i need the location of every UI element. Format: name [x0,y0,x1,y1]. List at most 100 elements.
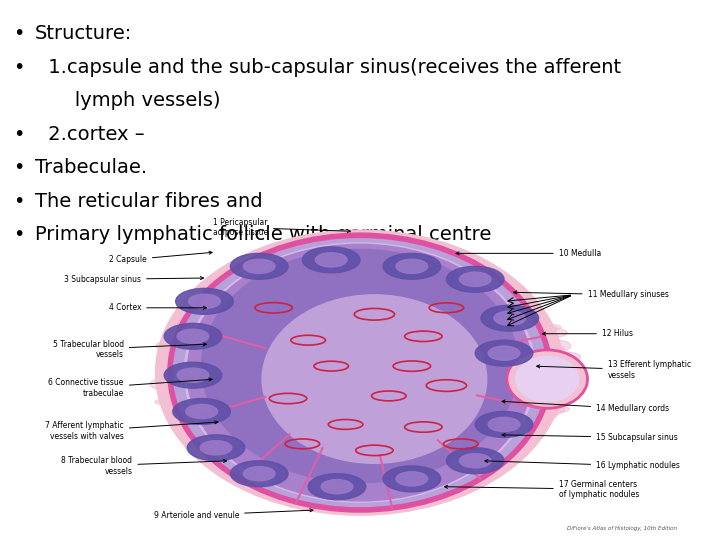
Ellipse shape [209,426,233,434]
Circle shape [164,362,222,388]
Ellipse shape [330,467,353,474]
Circle shape [459,454,491,468]
Text: Primary lymphatic follicle with germinal centre: Primary lymphatic follicle with germinal… [35,225,491,244]
Ellipse shape [533,389,556,400]
Text: 11 Medullary sinuses: 11 Medullary sinuses [513,291,668,299]
Text: 7 Afferent lymphatic
vessels with valves: 7 Afferent lymphatic vessels with valves [45,421,218,441]
Ellipse shape [526,318,551,325]
Ellipse shape [187,244,533,501]
Ellipse shape [528,409,557,420]
Text: •: • [13,125,24,144]
Ellipse shape [217,427,236,437]
Ellipse shape [173,237,547,509]
Ellipse shape [508,425,531,433]
Ellipse shape [161,376,191,382]
Circle shape [200,441,232,455]
Ellipse shape [184,243,536,502]
Text: 1.capsule and the sub-capsular sinus(receives the afferent: 1.capsule and the sub-capsular sinus(rec… [42,58,621,77]
Ellipse shape [552,357,577,369]
Ellipse shape [526,326,557,332]
Ellipse shape [162,383,180,389]
Text: 13 Efferent lymphatic
vessels: 13 Efferent lymphatic vessels [536,360,690,380]
Circle shape [396,259,428,273]
Ellipse shape [207,300,235,310]
Text: 10 Medulla: 10 Medulla [456,249,601,258]
Ellipse shape [338,272,361,281]
Ellipse shape [516,326,552,335]
Ellipse shape [444,441,477,448]
Circle shape [177,329,209,343]
Text: •: • [13,24,24,43]
Circle shape [475,340,533,366]
Circle shape [383,466,441,492]
Ellipse shape [307,278,325,283]
Ellipse shape [368,459,398,464]
Ellipse shape [315,468,343,476]
Ellipse shape [403,453,438,461]
Circle shape [494,311,526,325]
Ellipse shape [509,307,537,318]
Ellipse shape [532,362,550,367]
Circle shape [189,294,220,308]
Circle shape [475,411,533,437]
Ellipse shape [284,286,315,294]
Circle shape [176,288,233,314]
Ellipse shape [238,443,269,449]
Text: •: • [13,225,24,244]
Text: DiFiore's Atlas of Histology, 10th Edition: DiFiore's Atlas of Histology, 10th Editi… [567,526,677,531]
Ellipse shape [251,443,270,452]
Ellipse shape [546,391,570,399]
Ellipse shape [490,303,522,313]
Ellipse shape [420,460,458,470]
Ellipse shape [324,279,361,287]
Ellipse shape [503,417,528,427]
Circle shape [230,253,288,279]
Text: 5 Trabecular blood
vessels: 5 Trabecular blood vessels [53,340,207,359]
Ellipse shape [215,307,248,315]
Text: The reticular fibres and: The reticular fibres and [35,192,262,211]
Ellipse shape [274,284,306,293]
Circle shape [243,259,275,273]
Ellipse shape [156,342,177,350]
Ellipse shape [469,446,496,451]
Ellipse shape [535,404,564,415]
Ellipse shape [534,406,570,413]
Ellipse shape [195,321,216,328]
Text: 2.cortex –: 2.cortex – [42,125,145,144]
Ellipse shape [150,378,175,390]
Circle shape [187,435,245,461]
Ellipse shape [312,275,333,285]
Ellipse shape [189,409,215,418]
Circle shape [308,474,366,500]
Ellipse shape [372,457,396,463]
Ellipse shape [200,310,235,318]
Ellipse shape [403,459,435,469]
Ellipse shape [225,297,258,308]
Ellipse shape [209,296,233,308]
Text: 16 Lymphatic nodules: 16 Lymphatic nodules [485,460,680,470]
Ellipse shape [273,455,310,462]
Circle shape [186,404,217,418]
Circle shape [302,247,360,273]
Ellipse shape [399,457,426,462]
Ellipse shape [519,316,543,323]
Ellipse shape [410,287,430,293]
Circle shape [488,346,520,360]
Ellipse shape [312,465,347,476]
Ellipse shape [487,435,519,445]
Text: 17 Germinal centers
of lymphatic nodules: 17 Germinal centers of lymphatic nodules [444,480,639,499]
Ellipse shape [310,284,341,291]
Ellipse shape [294,280,325,289]
Ellipse shape [541,349,565,358]
Text: •: • [13,58,24,77]
Ellipse shape [333,272,367,281]
Ellipse shape [476,442,500,448]
Ellipse shape [262,295,487,463]
Ellipse shape [480,306,516,314]
Text: 2 Capsule: 2 Capsule [109,251,212,265]
Ellipse shape [529,365,557,375]
Ellipse shape [369,275,403,286]
Text: 6 Connective tissue
trabeculae: 6 Connective tissue trabeculae [48,378,212,398]
Text: 12 Hilus: 12 Hilus [542,329,633,338]
Ellipse shape [166,393,202,403]
